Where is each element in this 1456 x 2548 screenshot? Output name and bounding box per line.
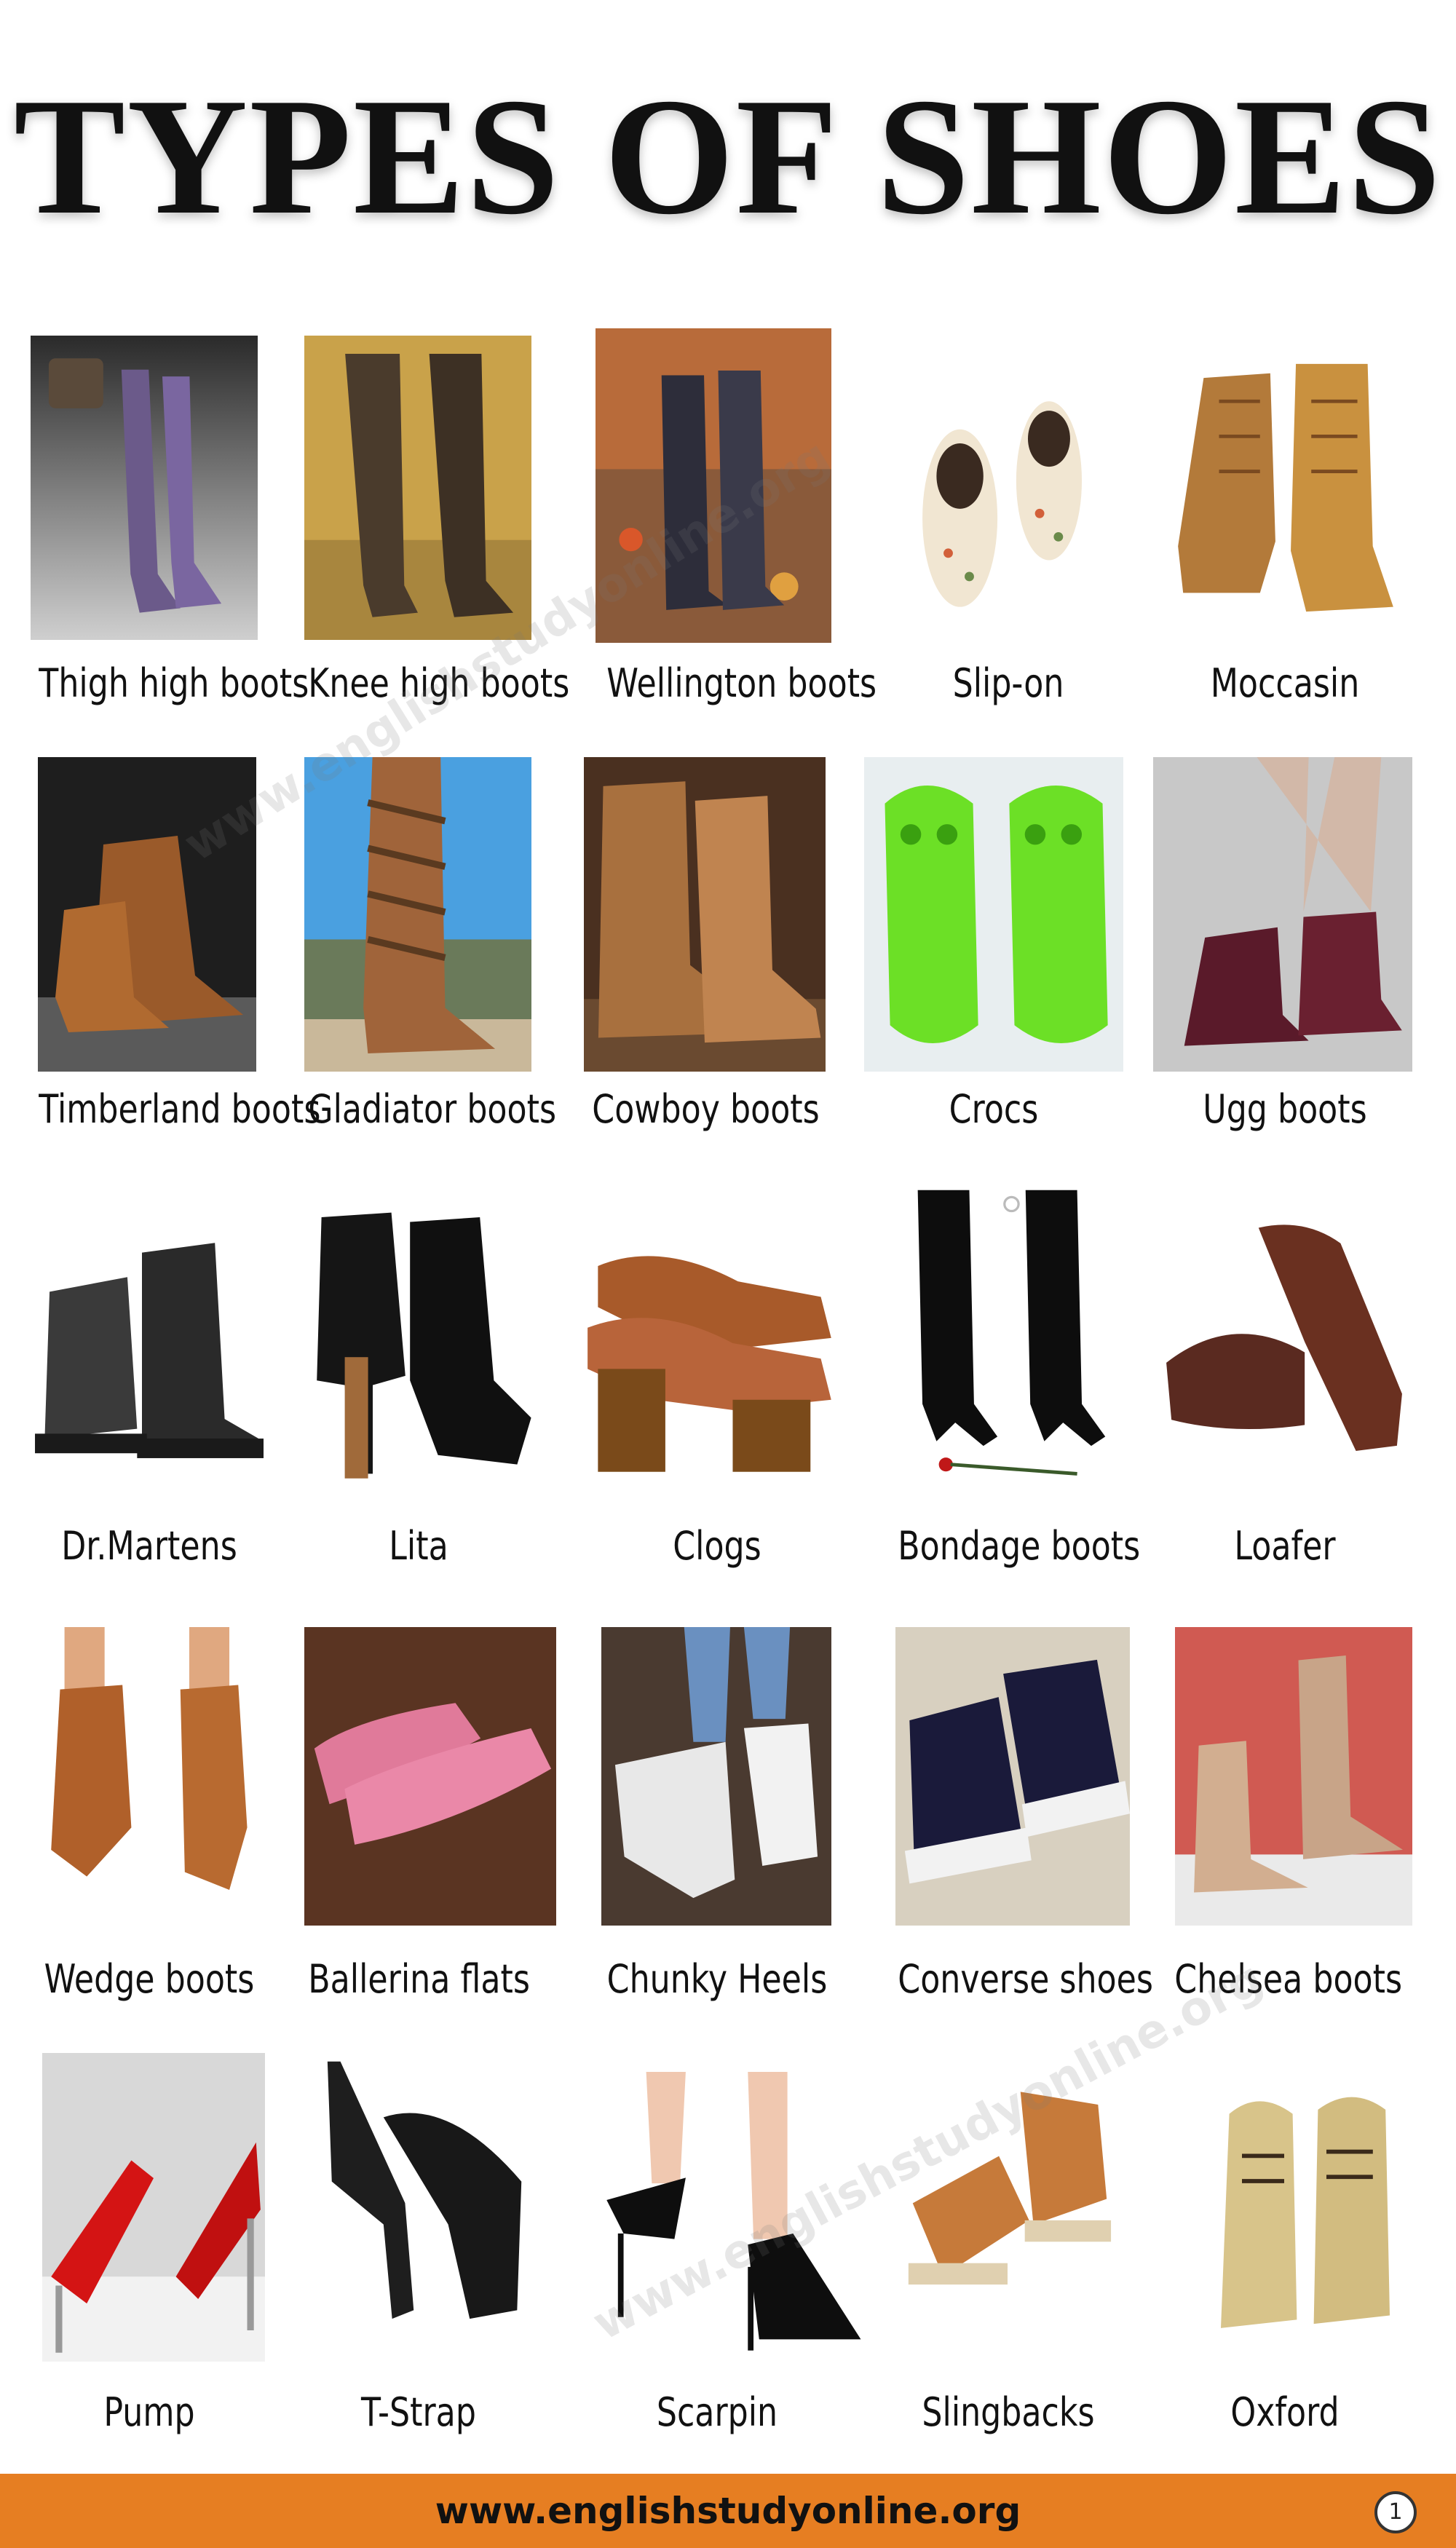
thigh-high-boots-image [31,336,258,640]
shoe-label: Lita [389,1523,448,1569]
shoe-label: Dr.Martens [61,1523,237,1569]
gladiator-boots-image [304,757,531,1072]
shoe-card-knee-high-boots: Knee high boots [284,331,570,739]
shoe-label: Chelsea boots [1174,1956,1403,2002]
shoe-card-loafer: Loafer [1150,1194,1420,1602]
shoe-card-ugg-boots: Ugg boots [1150,757,1420,1165]
clogs-image [582,1194,842,1492]
shoe-label: Clogs [673,1523,761,1569]
converse-shoes-image [895,1627,1130,1926]
page-title: TYPES OF SHOES [13,63,1443,249]
oxford-image [1200,2072,1411,2362]
shoe-card-scarpin: Scarpin [582,2053,872,2461]
shoe-label: Scarpin [656,2389,778,2435]
chunky-heels-image [601,1627,831,1926]
shoe-label: Knee high boots [308,660,570,706]
scarpin-image [590,2072,872,2362]
shoe-label: Slingbacks [922,2389,1095,2435]
shoe-label: Ugg boots [1203,1086,1367,1132]
shoe-label: Ballerina flats [308,1956,530,2002]
bondage-boots-image [890,1181,1124,1492]
shoe-card-dr-martens: Dr.Martens [15,1194,284,1602]
shoe-label: Wellington boots [606,660,877,706]
wellington-boots-image [596,328,831,643]
shoe-card-thigh-high-boots: Thigh high boots [15,331,309,739]
shoe-card-clogs: Clogs [582,1194,852,1602]
shoe-label: Wedge boots [44,1956,255,2002]
shoe-label: Converse shoes [898,1956,1153,2002]
shoe-card-crocs: Crocs [859,757,1128,1165]
shoe-card-slip-on: Slip-on [874,331,1143,739]
loafer-image [1156,1207,1412,1492]
pump-image [42,2053,265,2362]
slip-on-image [890,331,1124,644]
shoe-label: Crocs [949,1086,1039,1132]
footer-bar: www.englishstudyonline.org [0,2474,1456,2548]
shoe-card-chelsea-boots: Chelsea boots [1150,1627,1420,2035]
shoe-card-pump: Pump [15,2053,284,2461]
shoe-card-timberland-boots: Timberland boots [15,757,321,1165]
shoe-card-chunky-heels: Chunky Heels [582,1627,852,2035]
t-strap-image [319,2053,534,2362]
shoe-card-converse-shoes: Converse shoes [874,1627,1153,2035]
shoe-label: Timberland boots [39,1086,321,1132]
shoe-label: Slip-on [952,660,1064,706]
shoe-label: Oxford [1230,2389,1340,2435]
dr-martens-image [20,1194,264,1492]
shoe-card-lita: Lita [284,1194,553,1602]
ballerina-flats-image [304,1627,556,1926]
shoe-label: Loafer [1234,1523,1336,1569]
shoe-label: Chunky Heels [606,1956,828,2002]
shoe-label: Pump [103,2389,195,2435]
shoe-label: Thigh high boots [39,660,309,706]
shoe-label: Bondage boots [898,1523,1141,1569]
footer-url-link[interactable]: www.englishstudyonline.org [435,2490,1021,2532]
slingbacks-image [900,2070,1115,2362]
shoe-card-slingbacks: Slingbacks [874,2053,1143,2461]
shoe-card-wedge-boots: Wedge boots [15,1627,284,2035]
knee-high-boots-image [304,336,531,640]
shoe-card-wellington-boots: Wellington boots [582,328,877,739]
shoe-card-t-strap: T-Strap [284,2053,553,2461]
shoe-card-cowboy-boots: Cowboy boots [568,757,837,1165]
shoe-label: Moccasin [1210,660,1360,706]
moccasin-image [1158,331,1414,644]
shoe-label: T-Strap [361,2389,476,2435]
page-number-badge: 1 [1374,2491,1417,2533]
ugg-boots-image [1153,757,1412,1072]
cowboy-boots-image [584,757,826,1072]
shoe-card-ballerina-flats: Ballerina flats [284,1627,556,2035]
shoe-card-moccasin: Moccasin [1150,331,1420,739]
chelsea-boots-image [1175,1627,1412,1926]
shoe-label: Gladiator boots [308,1086,557,1132]
shoe-card-gladiator-boots: Gladiator boots [284,757,557,1165]
timberland-boots-image [38,757,256,1072]
shoe-label: Cowboy boots [592,1086,820,1132]
wedge-boots-image [42,1627,265,1926]
shoe-card-oxford: Oxford [1150,2053,1420,2461]
shoe-card-bondage-boots: Bondage boots [874,1181,1143,1602]
crocs-image [864,757,1123,1072]
lita-image [303,1194,536,1492]
